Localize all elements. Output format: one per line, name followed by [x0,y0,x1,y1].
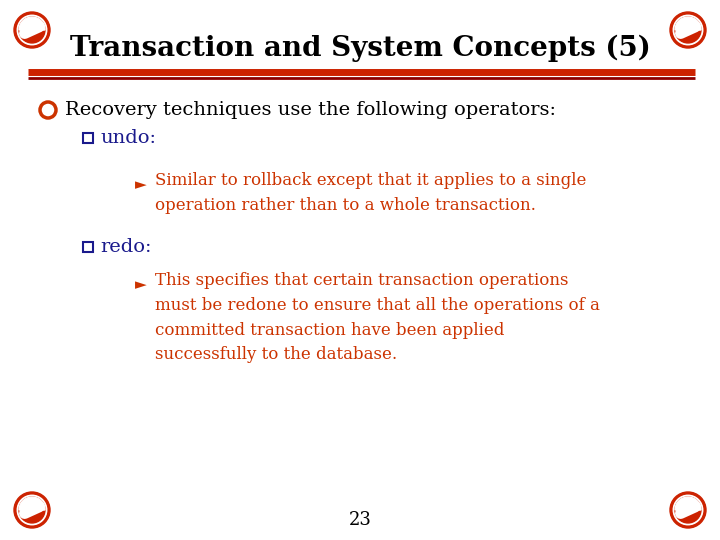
Wedge shape [19,497,45,510]
Text: This specifies that certain transaction operations
must be redone to ensure that: This specifies that certain transaction … [155,272,600,363]
Circle shape [670,12,706,48]
Text: Similar to rollback except that it applies to a single
operation rather than to : Similar to rollback except that it appli… [155,172,586,214]
Text: undo:: undo: [100,129,156,147]
Wedge shape [19,17,45,30]
FancyArrowPatch shape [680,507,696,514]
Circle shape [673,495,703,525]
Text: Recovery techniques use the following operators:: Recovery techniques use the following op… [65,101,556,119]
Text: 23: 23 [348,511,372,529]
Circle shape [675,17,701,43]
Circle shape [14,12,50,48]
Circle shape [17,15,47,45]
Circle shape [673,15,703,45]
Circle shape [670,492,706,528]
FancyArrowPatch shape [680,26,696,33]
Circle shape [17,495,47,525]
Circle shape [19,17,45,43]
FancyArrowPatch shape [24,507,40,514]
Text: Transaction and System Concepts (5): Transaction and System Concepts (5) [70,35,650,62]
Wedge shape [675,497,701,510]
Wedge shape [675,17,701,30]
Bar [83,133,93,143]
Text: redo:: redo: [100,238,151,256]
FancyArrowPatch shape [24,26,40,33]
Text: ►: ► [135,278,147,292]
Circle shape [19,497,45,523]
Circle shape [14,492,50,528]
Text: ►: ► [135,178,147,192]
Circle shape [675,497,701,523]
Bar [83,242,93,252]
